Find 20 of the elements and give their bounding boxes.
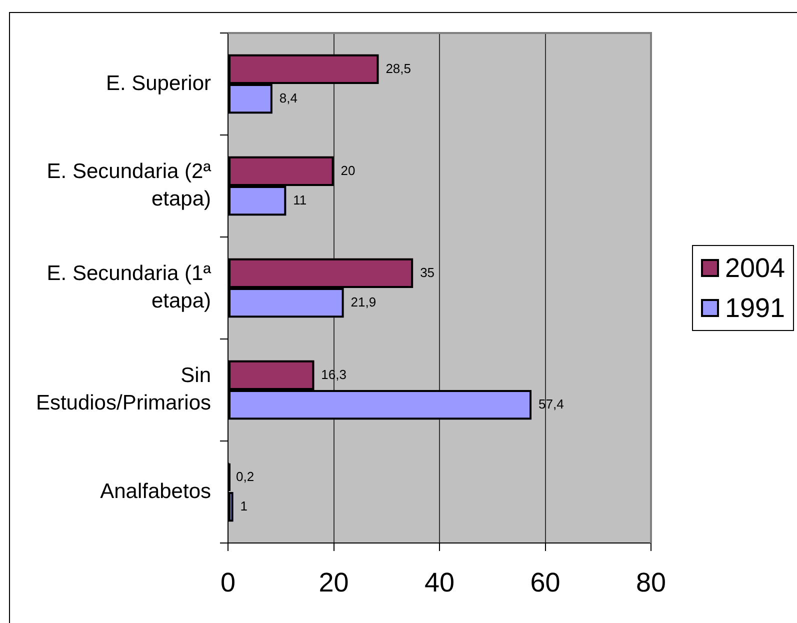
data-label: 0,2	[236, 468, 254, 484]
y-tick-label: Analfabetos	[100, 480, 211, 503]
x-tick-label: 40	[424, 568, 455, 598]
y-tick-label: E. Secundaria (1ª etapa)	[46, 262, 212, 312]
legend-label: 2004	[725, 252, 786, 282]
data-label: 11	[293, 192, 307, 208]
x-tick-label: 0	[220, 568, 236, 598]
legend-label: 1991	[725, 292, 786, 322]
y-tick-label: E. Superior	[106, 72, 211, 95]
data-label: 35	[420, 264, 435, 280]
data-label: 1	[240, 498, 248, 514]
data-label: 28,5	[386, 60, 412, 76]
y-tick-label: Sin Estudios/Primarios	[36, 364, 211, 414]
x-tick-label: 20	[318, 568, 349, 598]
y-tick-label: E. Secundaria (2ª etapa)	[46, 160, 212, 210]
x-tick-label: 80	[636, 568, 666, 598]
data-label: 21,9	[350, 294, 376, 310]
data-label: 20	[340, 162, 356, 178]
x-tick-label: 60	[530, 568, 560, 598]
data-label: 8,4	[279, 90, 298, 106]
